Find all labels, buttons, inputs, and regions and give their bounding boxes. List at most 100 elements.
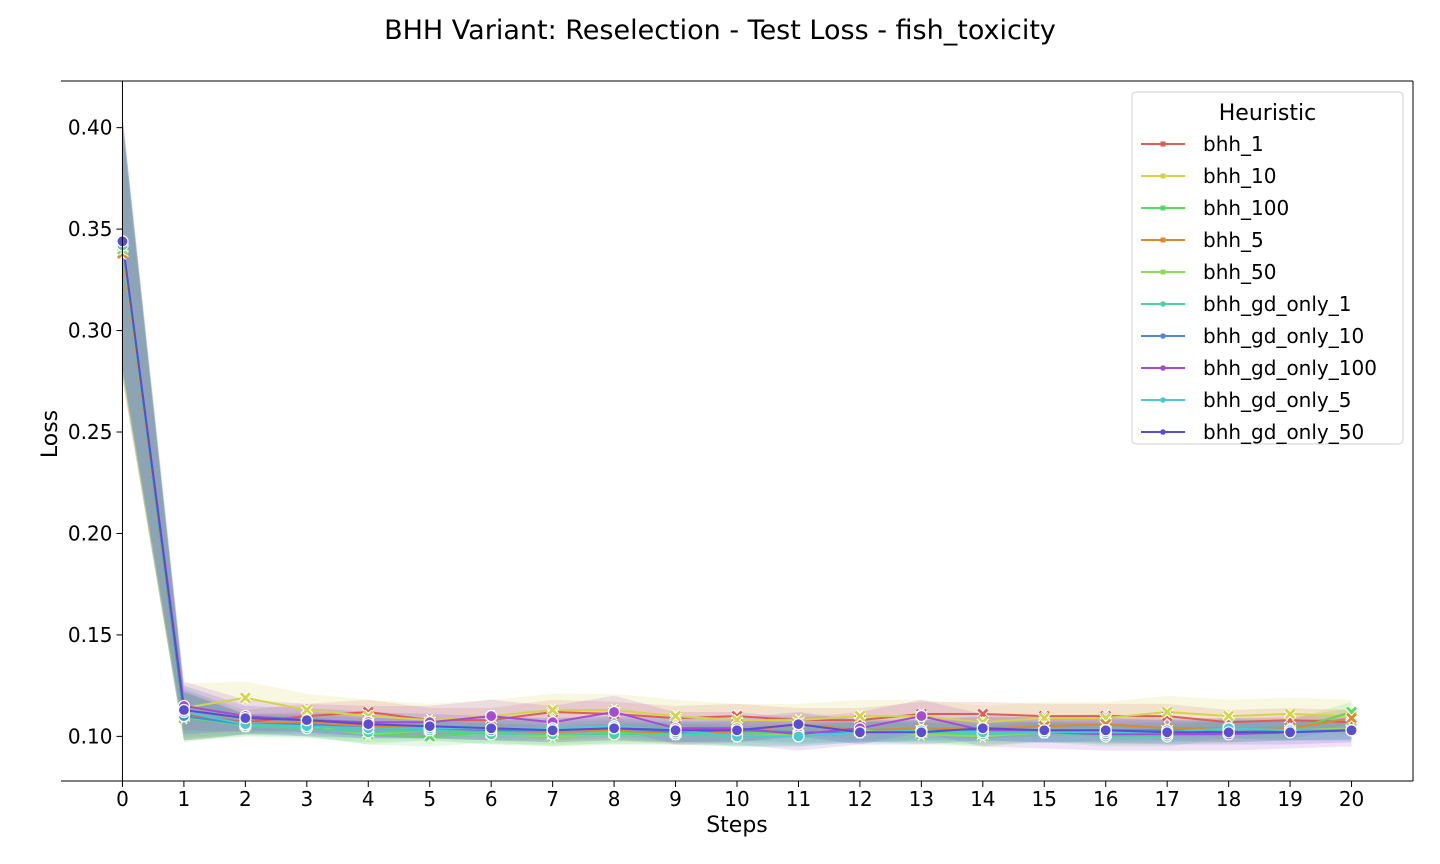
data-point-bhh_gd_only_50	[1038, 724, 1051, 737]
legend-label: bhh_gd_only_10	[1203, 324, 1364, 348]
data-point-bhh_gd_only_50	[976, 722, 989, 735]
x-tick-label: 11	[786, 787, 811, 811]
data-point-bhh_gd_only_50	[730, 724, 744, 737]
data-point-bhh_10	[546, 703, 559, 717]
legend-label: bhh_gd_only_1	[1203, 292, 1351, 316]
y-tick-label: 0.25	[68, 420, 113, 444]
legend-marker	[1160, 141, 1166, 147]
legend-marker	[1160, 333, 1166, 339]
x-tick-label: 7	[546, 787, 559, 811]
x-tick-label: 18	[1216, 787, 1241, 811]
x-tick-label: 16	[1093, 787, 1118, 811]
legend-marker	[1160, 237, 1166, 243]
y-axis-title: Loss	[38, 410, 63, 458]
legend-marker	[1160, 269, 1166, 275]
y-tick-label: 0.15	[68, 623, 113, 647]
legend-title: Heuristic	[1219, 101, 1316, 126]
x-tick-label: 1	[178, 787, 191, 811]
data-point-bhh_gd_only_50	[853, 726, 867, 739]
x-tick-label: 14	[970, 787, 995, 811]
x-tick-label: 2	[239, 787, 252, 811]
data-point-bhh_gd_only_50	[423, 720, 436, 733]
data-point-bhh_gd_only_50	[669, 724, 682, 737]
legend-marker	[1160, 365, 1166, 371]
data-point-bhh_gd_only_50	[300, 714, 313, 727]
y-tick-label: 0.10	[68, 724, 113, 748]
data-point-bhh_gd_only_50	[485, 722, 498, 735]
legend-entry-bhh_gd_only_50: bhh_gd_only_50	[1141, 420, 1364, 444]
data-point-bhh_gd_only_50	[546, 724, 559, 737]
legend-entry-bhh_100: bhh_100	[1141, 196, 1289, 220]
data-point-bhh_gd_only_50	[362, 718, 375, 731]
y-tick-label: 0.40	[68, 116, 113, 140]
legend-entry-bhh_gd_only_100: bhh_gd_only_100	[1141, 356, 1377, 380]
legend-marker	[1160, 173, 1166, 179]
legend-label: bhh_5	[1203, 228, 1264, 252]
data-point-bhh_gd_only_50	[1345, 724, 1358, 737]
data-point-bhh_10	[853, 709, 867, 723]
x-tick-label: 5	[423, 787, 436, 811]
legend: Heuristic bhh_1 bhh_10 bhh_100 bhh_5 bhh_50bh…	[1131, 91, 1404, 445]
x-tick-label: 6	[485, 787, 498, 811]
x-tick-label: 17	[1154, 787, 1179, 811]
legend-entry-bhh_gd_only_1: bhh_gd_only_1	[1141, 292, 1351, 316]
legend-box	[1131, 91, 1404, 445]
data-point-bhh_10	[669, 709, 682, 723]
axes: 0 1 2 3 4 5 6 7 8 9 10 11 12 13 14 15 16 17 18 19 200.100.15…	[61, 80, 1414, 811]
legend-label: bhh_10	[1203, 164, 1277, 188]
x-tick-label: 3	[300, 787, 313, 811]
data-point-bhh_10	[300, 703, 314, 717]
data-point-bhh_10	[1222, 709, 1235, 723]
chart-title: BHH Variant: Reselection - Test Loss - f…	[384, 15, 1056, 46]
x-tick-label: 8	[608, 787, 621, 811]
legend-marker	[1160, 429, 1166, 435]
data-point-bhh_gd_only_50	[1099, 724, 1112, 737]
data-point-bhh_gd_only_50	[1161, 726, 1174, 739]
data-point-bhh_10	[1160, 705, 1174, 719]
plot-area	[116, 115, 1358, 751]
x-tick-label: 0	[116, 787, 129, 811]
legend-entry-bhh_gd_only_5: bhh_gd_only_5	[1141, 388, 1351, 412]
x-tick-label: 10	[724, 787, 749, 811]
data-point-bhh_gd_only_100	[915, 709, 928, 723]
data-point-bhh_5	[1345, 711, 1358, 725]
legend-marker	[1160, 205, 1166, 211]
data-point-bhh_gd_only_50	[915, 726, 928, 739]
legend-entry-bhh_1: bhh_1	[1141, 132, 1264, 156]
legend-label: bhh_100	[1203, 196, 1289, 220]
x-tick-label: 13	[909, 787, 934, 811]
legend-entry-bhh_50: bhh_50	[1141, 260, 1277, 284]
data-point-bhh_gd_only_50	[792, 718, 805, 731]
x-tick-label: 19	[1277, 787, 1302, 811]
legend-label: bhh_gd_only_5	[1203, 388, 1351, 412]
y-tick-label: 0.35	[68, 217, 113, 241]
legend-marker	[1160, 397, 1166, 403]
y-tick-label: 0.20	[68, 521, 113, 545]
x-axis-title: Steps	[706, 813, 768, 838]
data-point-bhh_gd_only_100	[607, 705, 621, 719]
x-tick-label: 4	[362, 787, 375, 811]
x-tick-label: 15	[1032, 787, 1057, 811]
data-point-bhh_gd_only_5	[792, 730, 805, 743]
data-point-bhh_gd_only_50	[1222, 726, 1235, 739]
x-tick-label: 20	[1339, 787, 1364, 811]
legend-entry-bhh_5: bhh_5	[1141, 228, 1264, 252]
legend-marker	[1160, 301, 1166, 307]
data-point-bhh_10	[1283, 707, 1297, 721]
legend-entry-bhh_gd_only_10: bhh_gd_only_10	[1141, 324, 1364, 348]
legend-label: bhh_gd_only_50	[1203, 420, 1364, 444]
legend-entry-bhh_10: bhh_10	[1141, 164, 1277, 188]
x-tick-label: 9	[669, 787, 682, 811]
y-tick-label: 0.30	[68, 319, 113, 343]
data-point-bhh_gd_only_50	[177, 703, 191, 717]
data-point-bhh_gd_only_100	[485, 709, 498, 723]
legend-label: bhh_gd_only_100	[1203, 356, 1377, 380]
data-point-bhh_10	[239, 691, 252, 705]
legend-label: bhh_1	[1203, 132, 1264, 156]
x-tick-label: 12	[847, 787, 872, 811]
data-point-bhh_gd_only_50	[239, 712, 252, 725]
data-point-bhh_gd_only_50	[607, 722, 621, 735]
data-point-bhh_gd_only_50	[1283, 726, 1297, 739]
